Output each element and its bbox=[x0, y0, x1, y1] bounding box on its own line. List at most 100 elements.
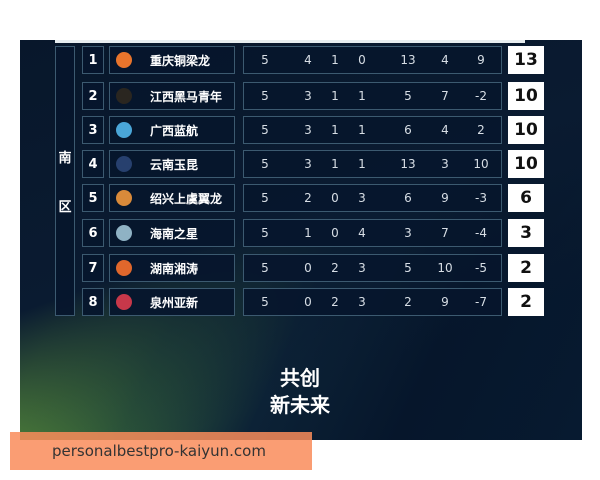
rank-cell: 6 bbox=[82, 219, 104, 247]
stats-cell: 5 2 0 3 6 9 -3 bbox=[243, 184, 502, 212]
stat-value: -4 bbox=[475, 226, 487, 240]
stat-value: 0 bbox=[358, 53, 366, 67]
stat-value: 6 bbox=[404, 123, 412, 137]
region-label: 南 区 bbox=[55, 46, 75, 316]
stat-value: 1 bbox=[331, 53, 339, 67]
watermark: personalbestpro-kaiyun.com bbox=[10, 432, 312, 470]
stat-value: 5 bbox=[261, 53, 269, 67]
points-cell: 10 bbox=[508, 82, 544, 110]
points-cell: 13 bbox=[508, 46, 544, 74]
team-logo-icon bbox=[116, 88, 132, 104]
stat-value: 0 bbox=[304, 261, 312, 275]
stat-value: 0 bbox=[331, 191, 339, 205]
team-cell[interactable]: 湖南湘涛 bbox=[109, 254, 235, 282]
stat-value: 5 bbox=[404, 261, 412, 275]
points-cell: 6 bbox=[508, 184, 544, 212]
stat-value: 1 bbox=[304, 226, 312, 240]
team-logo-icon bbox=[116, 52, 132, 68]
rank-cell: 1 bbox=[82, 46, 104, 74]
stat-value: -7 bbox=[475, 295, 487, 309]
stat-value: 3 bbox=[304, 89, 312, 103]
stat-value: 1 bbox=[331, 89, 339, 103]
stat-value: 9 bbox=[441, 191, 449, 205]
stat-value: 3 bbox=[304, 157, 312, 171]
stat-value: 3 bbox=[358, 261, 366, 275]
stats-cell: 5 0 2 3 5 10 -5 bbox=[243, 254, 502, 282]
slogan-logo: 共创 新未来 bbox=[260, 365, 340, 419]
stats-cell: 5 3 1 1 5 7 -2 bbox=[243, 82, 502, 110]
stat-value: 3 bbox=[358, 191, 366, 205]
stat-value: 3 bbox=[404, 226, 412, 240]
points-cell: 3 bbox=[508, 219, 544, 247]
team-name: 泉州亚新 bbox=[150, 295, 199, 310]
stat-value: 3 bbox=[304, 123, 312, 137]
stat-value: 4 bbox=[441, 123, 449, 137]
stat-value: -5 bbox=[475, 261, 487, 275]
team-name: 江西黑马青年 bbox=[150, 89, 223, 104]
standings-panel: 南 区 1 重庆铜梁龙 5 4 1 0 13 4 9 13 2 江西黑马青年 5 3 1 1 5 7 -2 1… bbox=[20, 40, 582, 440]
stat-value: 5 bbox=[261, 295, 269, 309]
stat-value: 5 bbox=[261, 226, 269, 240]
points-cell: 10 bbox=[508, 116, 544, 144]
rank-cell: 3 bbox=[82, 116, 104, 144]
stat-value: 0 bbox=[331, 226, 339, 240]
team-logo-icon bbox=[116, 122, 132, 138]
stat-value: 1 bbox=[358, 123, 366, 137]
region-char: 南 bbox=[58, 151, 72, 166]
team-logo-icon bbox=[116, 260, 132, 276]
team-cell[interactable]: 云南玉昆 bbox=[109, 150, 235, 178]
stat-value: 9 bbox=[441, 295, 449, 309]
stat-value: 3 bbox=[441, 157, 449, 171]
stats-cell: 5 1 0 4 3 7 -4 bbox=[243, 219, 502, 247]
team-cell[interactable]: 重庆铜梁龙 bbox=[109, 46, 235, 74]
stat-value: 5 bbox=[261, 261, 269, 275]
region-char: 区 bbox=[58, 200, 72, 215]
stat-value: 1 bbox=[358, 89, 366, 103]
stat-value: 2 bbox=[304, 191, 312, 205]
team-name: 广西蓝航 bbox=[150, 123, 199, 138]
points-cell: 2 bbox=[508, 254, 544, 282]
top-divider bbox=[55, 40, 525, 43]
stat-value: 2 bbox=[331, 295, 339, 309]
stats-cell: 5 3 1 1 13 3 10 bbox=[243, 150, 502, 178]
stat-value: 4 bbox=[358, 226, 366, 240]
stat-value: 5 bbox=[261, 157, 269, 171]
rank-cell: 8 bbox=[82, 288, 104, 316]
team-name: 绍兴上虞翼龙 bbox=[150, 191, 223, 206]
stat-value: 7 bbox=[441, 226, 449, 240]
stat-value: 5 bbox=[261, 191, 269, 205]
stat-value: 3 bbox=[358, 295, 366, 309]
team-name: 海南之星 bbox=[150, 226, 199, 241]
team-cell[interactable]: 广西蓝航 bbox=[109, 116, 235, 144]
stat-value: 7 bbox=[441, 89, 449, 103]
stat-value: -3 bbox=[475, 191, 487, 205]
stat-value: 2 bbox=[477, 123, 485, 137]
team-logo-icon bbox=[116, 225, 132, 241]
stat-value: 10 bbox=[437, 261, 453, 275]
stat-value: 2 bbox=[331, 261, 339, 275]
team-cell[interactable]: 江西黑马青年 bbox=[109, 82, 235, 110]
stat-value: 5 bbox=[261, 89, 269, 103]
stat-value: 1 bbox=[358, 157, 366, 171]
slogan-line: 共创 bbox=[280, 366, 320, 390]
stat-value: 9 bbox=[477, 53, 485, 67]
stat-value: 6 bbox=[404, 191, 412, 205]
team-cell[interactable]: 海南之星 bbox=[109, 219, 235, 247]
team-name: 湖南湘涛 bbox=[150, 261, 199, 276]
slogan-line: 新未来 bbox=[270, 393, 330, 417]
rank-cell: 2 bbox=[82, 82, 104, 110]
stat-value: 13 bbox=[400, 53, 416, 67]
stat-value: 10 bbox=[473, 157, 489, 171]
stat-value: 4 bbox=[441, 53, 449, 67]
stat-value: 5 bbox=[404, 89, 412, 103]
stat-value: 4 bbox=[304, 53, 312, 67]
stats-cell: 5 4 1 0 13 4 9 bbox=[243, 46, 502, 74]
team-cell[interactable]: 泉州亚新 bbox=[109, 288, 235, 316]
team-cell[interactable]: 绍兴上虞翼龙 bbox=[109, 184, 235, 212]
team-name: 重庆铜梁龙 bbox=[150, 53, 211, 68]
stat-value: 1 bbox=[331, 123, 339, 137]
stat-value: 0 bbox=[304, 295, 312, 309]
rank-cell: 5 bbox=[82, 184, 104, 212]
stat-value: 5 bbox=[261, 123, 269, 137]
points-cell: 2 bbox=[508, 288, 544, 316]
